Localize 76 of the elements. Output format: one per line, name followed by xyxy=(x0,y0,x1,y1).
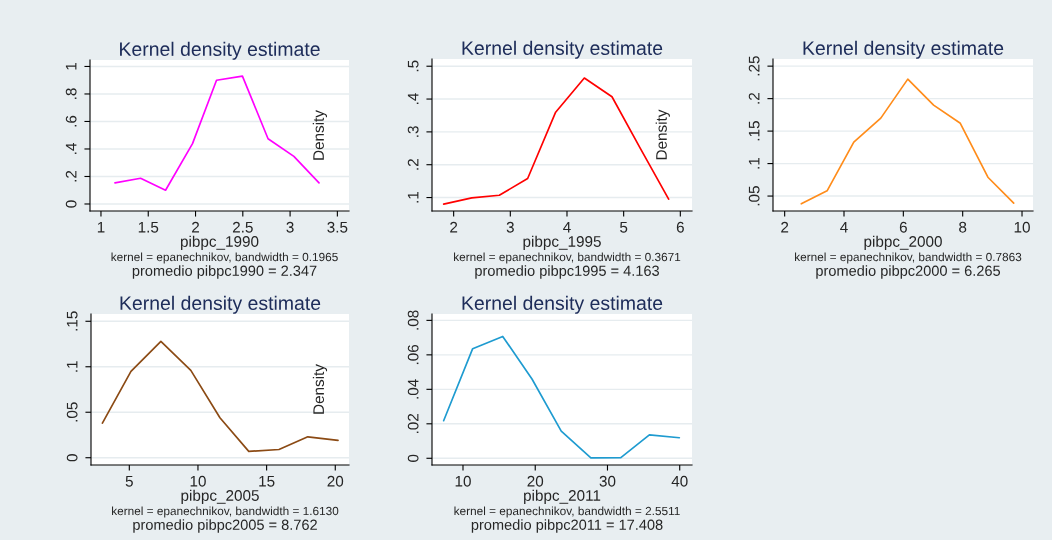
line-series xyxy=(442,335,681,459)
text: promedio pibpc1995 = 4.163 xyxy=(475,265,659,279)
x-axis-title: pibpc_2000 xyxy=(864,235,942,250)
x-tick-label: 10 xyxy=(1014,221,1030,233)
chart-title: Kernel density estimate xyxy=(462,295,663,314)
x-tick-label: 3.5 xyxy=(327,221,348,233)
y-tick-label: .1 xyxy=(66,361,78,372)
y-axis-title: Density xyxy=(655,109,670,160)
x-tick-label: 6 xyxy=(899,221,907,233)
y-tick-label: .04 xyxy=(407,379,419,399)
x-tick-label: 2 xyxy=(192,221,200,233)
x-tick-label: 4 xyxy=(840,221,848,233)
y-tick-label: 0 xyxy=(407,454,419,462)
x-tick-label: 1 xyxy=(97,221,105,233)
x-tick-label: 3 xyxy=(506,221,514,233)
x-tick-label: 20 xyxy=(527,475,544,487)
x-tick-label: 8 xyxy=(959,221,967,233)
x-tick-label: 3 xyxy=(286,221,294,233)
x-tick-label: 4 xyxy=(563,221,571,233)
y-tick-label: .08 xyxy=(407,310,419,330)
y-tick-label: 0 xyxy=(65,200,77,208)
x-tick-label: 2 xyxy=(781,221,789,233)
y-axis-title: Density xyxy=(312,364,328,414)
y-tick-label: .8 xyxy=(65,88,77,99)
chart-title: Kernel density estimate xyxy=(462,40,663,59)
y-tick-label: .05 xyxy=(748,186,760,206)
x-tick-label: 40 xyxy=(671,475,688,487)
x-tick-label: 5 xyxy=(620,221,628,233)
text: kernel = epanechnikov, bandwidth = 0.1965 xyxy=(111,252,338,264)
y-tick-label: 0 xyxy=(66,454,78,462)
y-tick-label: .1 xyxy=(407,191,419,203)
chart-title: Kernel density estimate xyxy=(120,295,321,314)
y-tick-label: .15 xyxy=(748,121,760,141)
text: promedio pibpc2011 = 17.408 xyxy=(471,519,663,533)
text: kernel = epanechnikov, bandwidth = 1.6130 xyxy=(112,506,339,518)
text: kernel = epanechnikov, bandwidth = 0.3671 xyxy=(454,252,681,264)
y-tick-label: .02 xyxy=(407,413,419,434)
y-tick-label: .2 xyxy=(407,159,419,170)
y-tick-label: .25 xyxy=(748,56,760,76)
y-tick-label: .15 xyxy=(66,311,78,331)
y-tick-label: .6 xyxy=(65,115,77,127)
x-tick-label: 30 xyxy=(599,475,616,487)
text: promedio pibpc2005 = 8.762 xyxy=(133,519,317,533)
line-series xyxy=(442,77,670,205)
y-tick-label: .5 xyxy=(407,60,419,72)
y-tick-label: .4 xyxy=(407,93,419,105)
x-tick-label: 20 xyxy=(327,475,344,487)
y-tick-label: .4 xyxy=(65,143,77,154)
y-tick-label: .2 xyxy=(748,93,760,104)
x-tick-label: 6 xyxy=(676,221,684,233)
text: kernel = epanechnikov, bandwidth = 0.7863 xyxy=(795,252,1022,264)
y-tick-label: .2 xyxy=(65,170,77,182)
text: promedio pibpc1990 = 2.347 xyxy=(132,265,317,279)
y-axis-title: Density xyxy=(312,110,327,160)
text: promedio pibpc2000 = 6.265 xyxy=(816,265,1001,279)
x-tick-label: 10 xyxy=(455,475,471,487)
x-tick-label: 10 xyxy=(190,475,206,487)
y-tick-label: .3 xyxy=(407,126,419,137)
text: kernel = epanechnikov, bandwidth = 2.5511 xyxy=(454,506,680,518)
x-axis-title: pibpc_1990 xyxy=(180,235,259,250)
y-tick-label: .06 xyxy=(407,344,419,365)
y-tick-label: 1 xyxy=(65,62,77,70)
chart-title: Kernel density estimate xyxy=(803,40,1004,59)
x-axis-title: pibpc_2011 xyxy=(524,489,601,504)
line-series xyxy=(101,340,339,453)
y-tick-label: .05 xyxy=(66,402,78,422)
x-tick-label: 2.5 xyxy=(232,221,253,233)
x-axis-title: pibpc_1995 xyxy=(523,235,601,250)
x-tick-label: 2 xyxy=(450,221,458,233)
x-tick-label: 5 xyxy=(125,475,133,487)
x-tick-label: 1.5 xyxy=(138,221,159,233)
y-tick-label: .1 xyxy=(748,157,760,169)
line-series xyxy=(800,78,1015,205)
x-tick-label: 15 xyxy=(259,475,275,487)
x-axis-title: pibpc_2005 xyxy=(181,489,259,504)
chart-title: Kernel density estimate xyxy=(120,41,320,60)
